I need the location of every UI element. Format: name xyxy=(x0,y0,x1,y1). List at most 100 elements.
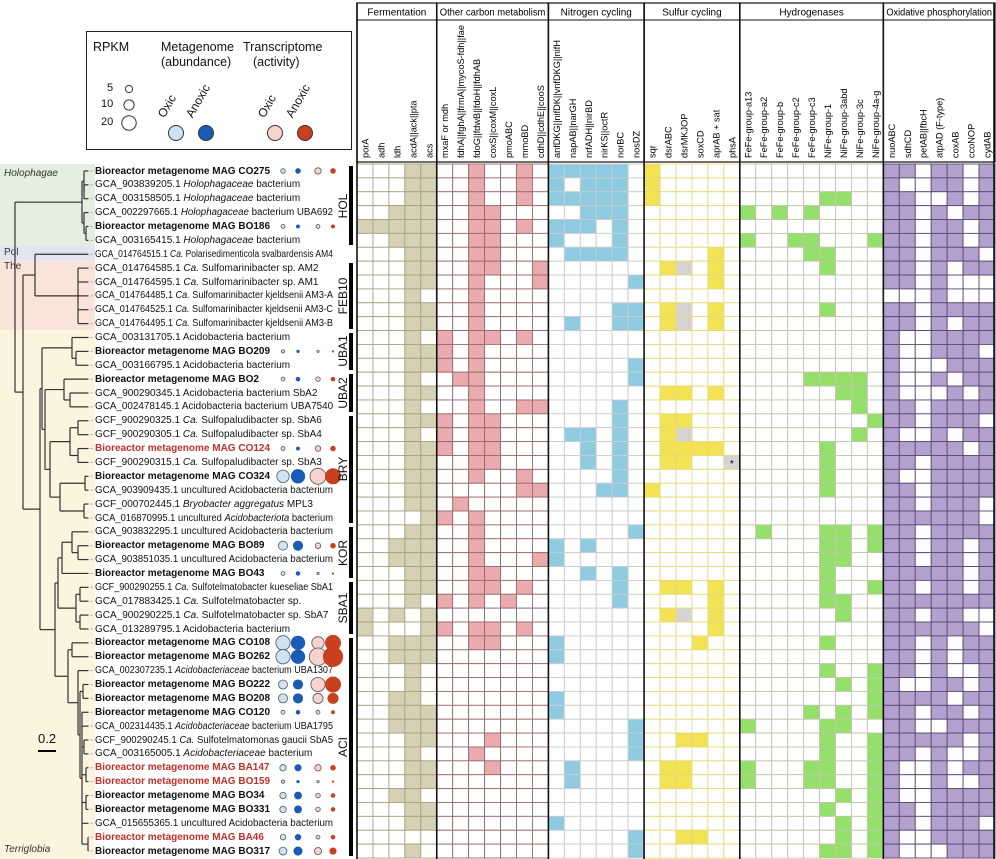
heatmap-cell xyxy=(547,732,565,748)
heatmap-cell xyxy=(707,274,725,290)
mag-label: Bioreactor metagenome MAG BO317 xyxy=(95,845,270,858)
heatmap-cell xyxy=(691,371,709,387)
bubble-transcriptome-oxic xyxy=(316,349,320,353)
heatmap-cell xyxy=(468,621,486,637)
heatmap-cell xyxy=(516,371,533,387)
band-label: The xyxy=(4,261,22,273)
heatmap-cell xyxy=(627,246,645,262)
heatmap-cell xyxy=(835,593,852,609)
heatmap-cell xyxy=(452,621,470,637)
bubble-metagenome-oxic xyxy=(280,446,286,451)
heatmap-cell xyxy=(946,802,964,817)
heatmap-cell xyxy=(627,829,645,845)
heatmap-cell xyxy=(707,468,725,484)
heatmap-cell xyxy=(723,496,741,512)
label-id: Bioreactor metagenome MAG CO324 xyxy=(95,470,271,482)
heatmap-cell xyxy=(404,538,422,554)
heatmap-cell xyxy=(898,343,916,359)
heatmap-cell xyxy=(516,843,533,859)
heatmap-cell xyxy=(962,343,980,359)
heatmap-cell xyxy=(771,371,789,387)
heatmap-cell xyxy=(675,357,693,373)
heatmap-cell xyxy=(643,191,661,207)
heatmap-cell xyxy=(595,566,613,581)
heatmap-cell xyxy=(675,718,693,734)
heatmap-cell xyxy=(500,579,517,595)
heatmap-cell xyxy=(930,260,948,276)
gene-label: ldh xyxy=(392,146,402,158)
heatmap-cell xyxy=(563,385,581,401)
bubble-metagenome-anoxic xyxy=(292,693,304,704)
heatmap-cell xyxy=(755,635,773,651)
bubble-metagenome-anoxic xyxy=(294,833,302,841)
heatmap-cell xyxy=(468,635,486,651)
heatmap-cell xyxy=(691,455,709,470)
heatmap-cell xyxy=(707,219,725,234)
heatmap-cell xyxy=(547,746,565,762)
heatmap-cell xyxy=(946,468,964,484)
heatmap-cell xyxy=(819,663,836,679)
genome-label: GCF_000702445.1 Bryobacter aggregatus MP… xyxy=(95,498,313,511)
heatmap-cell xyxy=(866,690,884,706)
heatmap-cell xyxy=(532,843,549,859)
heatmap-cell xyxy=(516,704,533,720)
bubble-metagenome-anoxic xyxy=(295,168,301,174)
heatmap-cell xyxy=(611,246,629,262)
heatmap-cell xyxy=(723,718,741,734)
heatmap-cell xyxy=(898,663,916,679)
heatmap-cell xyxy=(436,455,454,470)
heatmap-cell xyxy=(755,579,773,595)
heatmap-cell xyxy=(962,760,980,776)
heatmap-cell xyxy=(579,385,597,401)
heatmap-cell xyxy=(516,288,533,304)
heatmap-cell xyxy=(547,163,565,179)
heatmap-cell xyxy=(468,579,486,595)
heatmap-cell xyxy=(946,524,964,540)
heatmap-cell xyxy=(532,163,549,179)
heatmap-cell xyxy=(691,496,709,512)
heatmap-cell xyxy=(404,427,422,443)
heatmap-cell xyxy=(516,746,533,762)
heatmap-cell xyxy=(771,302,789,318)
bubble-transcriptome-anoxic xyxy=(330,376,336,382)
heatmap-cell xyxy=(723,774,741,790)
heatmap-cell xyxy=(595,649,613,665)
heatmap-cell xyxy=(898,607,916,623)
heatmap-cell xyxy=(866,385,884,401)
heatmap-cell xyxy=(803,760,820,776)
heatmap-cell xyxy=(739,788,757,803)
heatmap-cell xyxy=(372,343,390,359)
label-it: Holophagaceae xyxy=(183,234,254,246)
heatmap-cell xyxy=(563,774,581,790)
heatmap-cell xyxy=(643,663,661,679)
heatmap-cell xyxy=(532,829,549,845)
heatmap-cell xyxy=(579,246,597,262)
heatmap-cell xyxy=(611,774,629,790)
heatmap-cell xyxy=(643,357,661,373)
heatmap-cell xyxy=(404,690,422,706)
heatmap-cell xyxy=(675,343,693,359)
label-post: Polarisedimenticola svalbardensis AM4 xyxy=(185,248,333,260)
bubble-metagenome-anoxic xyxy=(294,805,302,814)
heatmap-cell xyxy=(962,524,980,540)
heatmap-cell xyxy=(755,302,773,318)
heatmap-cell xyxy=(579,732,597,748)
heatmap-cell xyxy=(356,232,374,248)
heatmap-cell xyxy=(691,538,709,554)
heatmap-cell xyxy=(595,704,613,720)
heatmap-cell xyxy=(691,663,709,679)
heatmap-cell xyxy=(611,399,629,415)
genome-label: GCA_002307235.1 Acidobacteriaceae bacter… xyxy=(95,664,333,677)
heatmap-cell xyxy=(787,704,805,720)
heatmap-cell xyxy=(866,788,884,803)
heatmap-cell xyxy=(659,330,677,345)
heatmap-cell xyxy=(547,579,565,595)
heatmap-cell xyxy=(356,579,374,595)
heatmap-cell xyxy=(468,663,486,679)
heatmap-cell xyxy=(835,205,852,220)
heatmap-cell xyxy=(516,649,533,665)
heatmap-cell xyxy=(914,593,932,609)
heatmap-cell xyxy=(771,191,789,207)
heatmap-cell xyxy=(946,566,964,581)
heatmap-cell xyxy=(675,690,693,706)
